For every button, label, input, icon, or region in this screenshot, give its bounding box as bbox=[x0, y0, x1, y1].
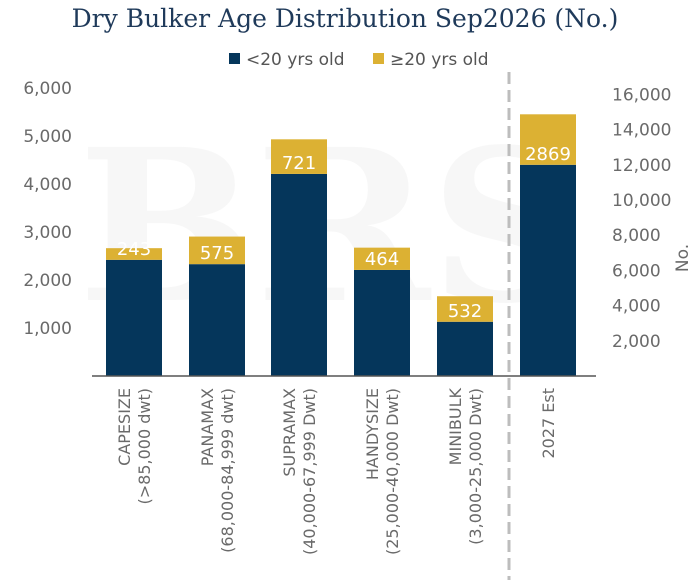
data-label-0: 243 bbox=[117, 239, 151, 260]
category-label-line: PANAMAX bbox=[198, 388, 217, 466]
left-tick-label: 1,000 bbox=[23, 319, 72, 339]
data-label-3: 464 bbox=[365, 249, 399, 270]
bar-lt20-4 bbox=[437, 321, 493, 376]
category-label-1: PANAMAX (68,000-84,999 dwt) bbox=[198, 388, 237, 553]
bar-ge20-3 bbox=[354, 247, 410, 270]
right-tick-label: 6,000 bbox=[612, 261, 661, 281]
bar-ge20-4 bbox=[437, 296, 493, 322]
category-label-5: 2027 Est bbox=[539, 388, 558, 459]
chart-title: Dry Bulker Age Distribution Sep2026 (No.… bbox=[72, 4, 619, 33]
data-label-2: 721 bbox=[282, 153, 316, 174]
bar-ge20-2 bbox=[271, 139, 327, 174]
category-label-3: HANDYSIZE (25,000-40,000 Dwt) bbox=[363, 388, 402, 555]
brs-watermark: BRS bbox=[78, 103, 582, 350]
left-tick-label: 3,000 bbox=[23, 223, 72, 243]
legend-swatch-ge20 bbox=[373, 53, 384, 64]
right-axis-ticks: 2,000 4,000 6,000 8,000 10,000 12,000 14,000 16… bbox=[612, 85, 671, 351]
data-label-5: 2869 bbox=[525, 144, 571, 165]
right-axis-label: No. bbox=[673, 244, 693, 272]
bar-lt20-0 bbox=[106, 259, 162, 376]
right-tick-label: 14,000 bbox=[612, 121, 671, 141]
category-label-0: CAPESIZE (>85,000 dwt) bbox=[115, 388, 154, 504]
right-tick-label: 2,000 bbox=[612, 332, 661, 352]
category-label-line: SUPRAMAX bbox=[280, 388, 299, 477]
category-labels: CAPESIZE (>85,000 dwt) PANAMAX (68,000-84,9… bbox=[115, 388, 558, 556]
left-tick-label: 4,000 bbox=[23, 175, 72, 195]
legend-label-lt20: <20 yrs old bbox=[246, 50, 345, 70]
right-tick-label: 8,000 bbox=[612, 226, 661, 246]
category-label-line: HANDYSIZE bbox=[363, 388, 382, 480]
bar-ge20-5 bbox=[520, 114, 576, 165]
left-tick-label: 5,000 bbox=[23, 127, 72, 147]
bar-lt20-5 bbox=[520, 164, 576, 376]
data-labels: 243 575 721 464 532 2869 bbox=[117, 144, 571, 322]
left-tick-label: 6,000 bbox=[23, 79, 72, 99]
bar-ge20-1 bbox=[189, 236, 245, 265]
category-label-line: (>85,000 dwt) bbox=[135, 388, 154, 504]
left-tick-label: 2,000 bbox=[23, 271, 72, 291]
category-label-line: (3,000-25,000 Dwt) bbox=[466, 388, 485, 545]
category-label-line: 2027 Est bbox=[539, 388, 558, 459]
right-tick-label: 10,000 bbox=[612, 191, 671, 211]
legend-label-ge20: ≥20 yrs old bbox=[390, 50, 489, 70]
right-tick-label: 4,000 bbox=[612, 297, 661, 317]
bars bbox=[106, 114, 576, 376]
legend: <20 yrs old ≥20 yrs old bbox=[229, 50, 489, 70]
bar-lt20-3 bbox=[354, 269, 410, 376]
legend-swatch-lt20 bbox=[229, 53, 240, 64]
category-label-4: MINIBULK (3,000-25,000 Dwt) bbox=[446, 388, 485, 545]
category-label-line: CAPESIZE bbox=[115, 388, 134, 466]
bar-lt20-2 bbox=[271, 173, 327, 376]
left-axis-ticks: 1,000 2,000 3,000 4,000 5,000 6,000 bbox=[23, 79, 72, 339]
right-tick-label: 12,000 bbox=[612, 156, 671, 176]
bar-ge20-0 bbox=[106, 248, 162, 260]
right-tick-label: 16,000 bbox=[612, 85, 671, 105]
category-label-2: SUPRAMAX (40,000-67,999 Dwt) bbox=[280, 388, 319, 555]
data-label-1: 575 bbox=[200, 243, 234, 264]
category-label-line: (40,000-67,999 Dwt) bbox=[300, 388, 319, 555]
bar-lt20-1 bbox=[189, 264, 245, 376]
category-label-line: (68,000-84,999 dwt) bbox=[218, 388, 237, 553]
category-label-line: MINIBULK bbox=[446, 388, 465, 466]
category-label-line: (25,000-40,000 Dwt) bbox=[383, 388, 402, 555]
data-label-4: 532 bbox=[448, 301, 482, 322]
